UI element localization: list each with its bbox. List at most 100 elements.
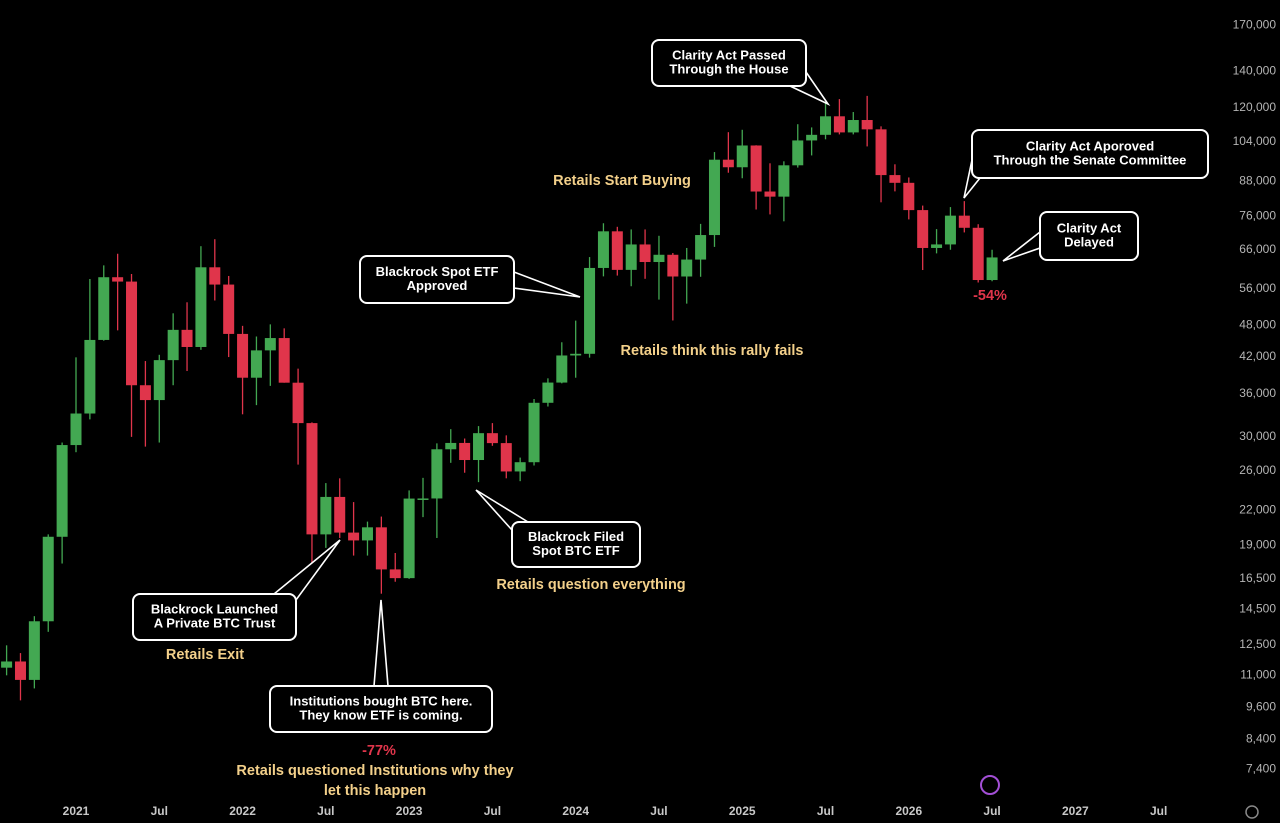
callout-text: Clarity Act Aporoved [1026, 138, 1154, 153]
candle-body [570, 353, 582, 356]
candle-body [56, 445, 68, 537]
y-tick-label: 30,000 [1239, 429, 1276, 443]
callout-text: Clarity Act [1057, 220, 1122, 235]
y-tick-label: 19,000 [1239, 538, 1276, 552]
candle-body [556, 355, 568, 383]
candle-body [181, 329, 193, 347]
settings-icon[interactable] [1245, 805, 1259, 819]
candle-body [1, 661, 13, 668]
callout-box [132, 593, 297, 641]
candle-body [653, 254, 665, 263]
candle-body [972, 227, 984, 281]
candle-body [611, 231, 623, 270]
candle-body [542, 382, 554, 403]
y-tick-label: 88,000 [1239, 174, 1276, 188]
candle-body [597, 231, 609, 268]
candle-body [514, 462, 526, 472]
candle-body [847, 120, 859, 133]
candle-body [931, 244, 943, 248]
callout-text: Through the House [669, 61, 788, 76]
y-tick-label: 48,000 [1239, 318, 1276, 332]
annotation-text: -54% [973, 288, 1007, 304]
y-tick-label: 36,000 [1239, 386, 1276, 400]
annotation-text: Retails question everything [496, 577, 685, 593]
x-tick-label: Jul [1150, 804, 1167, 818]
candle-body [833, 116, 845, 133]
candle-body [459, 442, 471, 461]
y-tick-label: 26,000 [1239, 463, 1276, 477]
callout-box [1039, 211, 1139, 261]
candle-body [306, 423, 318, 535]
y-tick-label: 42,000 [1239, 349, 1276, 363]
callout-text: Through the Senate Committee [994, 152, 1187, 167]
x-tick-label: Jul [983, 804, 1000, 818]
y-tick-label: 16,500 [1239, 571, 1276, 585]
annotation-text: let this happen [324, 783, 426, 799]
callout-text: Clarity Act Passed [672, 47, 786, 62]
x-tick-label: 2022 [229, 804, 256, 818]
candle-body [126, 281, 138, 386]
annotation-text: Retails Exit [166, 647, 244, 663]
candle-body [500, 443, 512, 472]
candles [1, 95, 998, 701]
candle-body [708, 159, 720, 236]
callout-text: They know ETF is coming. [299, 707, 462, 722]
candle-body [861, 120, 873, 130]
y-tick-label: 12,500 [1239, 637, 1276, 651]
candle-body [112, 277, 124, 282]
candle-body [486, 433, 498, 444]
candle-body [695, 235, 707, 260]
x-tick-label: Jul [317, 804, 334, 818]
candle-body [806, 134, 818, 141]
candle-body [250, 350, 262, 378]
candle-body [528, 402, 540, 463]
candle-body [334, 496, 346, 533]
candle-body [584, 267, 596, 354]
candle-body [98, 277, 110, 340]
annotation-text: Retails think this rally fails [621, 343, 804, 359]
candle-body [417, 498, 429, 500]
candle-body [167, 329, 179, 361]
y-tick-label: 120,000 [1233, 100, 1277, 114]
callout-box [269, 685, 493, 733]
callout-box [359, 255, 515, 304]
candle-body [792, 140, 804, 166]
y-tick-label: 11,000 [1240, 667, 1276, 681]
candle-body [820, 116, 832, 135]
x-tick-label: 2023 [396, 804, 423, 818]
candle-body [153, 360, 165, 401]
callout-text: Blackrock Spot ETF [376, 264, 499, 279]
y-tick-label: 22,000 [1239, 503, 1276, 517]
x-tick-label: 2025 [729, 804, 756, 818]
callout-box [511, 521, 641, 568]
y-tick-label: 8,400 [1246, 731, 1276, 745]
candle-body [42, 536, 54, 622]
logo-icon [980, 775, 1000, 795]
candle-body [681, 259, 693, 277]
candle-body [84, 339, 96, 414]
candle-body [195, 267, 207, 347]
callout-text: A Private BTC Trust [154, 615, 276, 630]
x-tick-label: 2027 [1062, 804, 1089, 818]
candle-body [750, 145, 762, 192]
candle-body [361, 527, 373, 541]
candle-body [237, 333, 249, 378]
callout-text: Institutions bought BTC here. [290, 693, 473, 708]
x-tick-label: Jul [484, 804, 501, 818]
candle-body [209, 267, 221, 285]
x-tick-label: Jul [650, 804, 667, 818]
y-tick-label: 104,000 [1233, 134, 1277, 148]
candle-body [348, 532, 360, 541]
candle-body [625, 244, 637, 270]
candle-body [139, 385, 151, 401]
y-tick-label: 56,000 [1239, 281, 1276, 295]
candle-body [28, 621, 40, 680]
callout-box [971, 129, 1209, 179]
callout-text: Blackrock Filed [528, 529, 624, 544]
candle-body [70, 413, 82, 446]
candle-body [431, 449, 443, 499]
candle-body [389, 569, 401, 579]
